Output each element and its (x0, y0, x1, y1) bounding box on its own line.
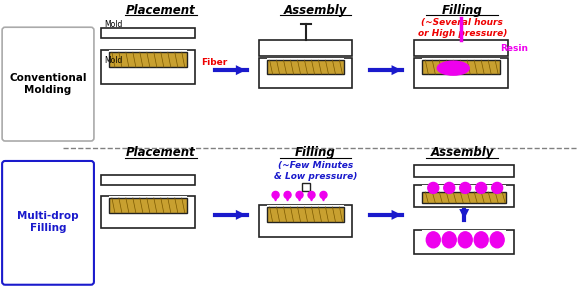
Text: Placement: Placement (126, 147, 195, 159)
Ellipse shape (443, 232, 456, 248)
Text: Mold: Mold (104, 20, 122, 29)
Bar (414, 185, 514, 207)
Ellipse shape (490, 232, 504, 248)
Circle shape (460, 182, 471, 193)
Polygon shape (297, 195, 302, 201)
Circle shape (428, 182, 439, 193)
Bar (259, 205, 353, 237)
Circle shape (444, 182, 455, 193)
FancyBboxPatch shape (2, 161, 94, 285)
Bar (267, 60, 345, 74)
Bar (101, 28, 195, 38)
Text: Assembly: Assembly (430, 147, 494, 159)
Text: Conventional
Molding: Conventional Molding (9, 73, 87, 95)
Bar (259, 58, 353, 88)
Bar (109, 52, 187, 67)
FancyBboxPatch shape (2, 27, 94, 141)
Polygon shape (309, 195, 314, 201)
Ellipse shape (474, 232, 488, 248)
Text: (~Several hours
or High pressure): (~Several hours or High pressure) (418, 18, 507, 38)
Text: Assembly: Assembly (284, 4, 347, 17)
Bar (101, 196, 195, 228)
Bar (109, 196, 187, 216)
Bar (267, 58, 345, 76)
Polygon shape (321, 195, 326, 201)
Polygon shape (273, 195, 278, 201)
Bar (414, 58, 508, 88)
Bar (422, 192, 506, 203)
Bar (422, 60, 500, 74)
Bar (267, 207, 345, 222)
Bar (414, 230, 514, 254)
Circle shape (492, 182, 503, 193)
Circle shape (296, 192, 303, 198)
Text: Filling: Filling (442, 4, 483, 17)
Bar (414, 165, 514, 177)
Ellipse shape (437, 61, 469, 75)
Text: Resin: Resin (500, 44, 528, 53)
Bar (259, 40, 353, 56)
Bar (414, 40, 508, 56)
Ellipse shape (426, 232, 440, 248)
Ellipse shape (458, 232, 472, 248)
Bar (109, 198, 187, 213)
Circle shape (476, 182, 487, 193)
Circle shape (320, 192, 327, 198)
Text: (~Few Minutes
& Low pressure): (~Few Minutes & Low pressure) (274, 161, 357, 181)
Bar (109, 50, 187, 72)
Bar (101, 175, 195, 185)
Circle shape (284, 192, 291, 198)
Circle shape (308, 192, 315, 198)
Text: Placement: Placement (126, 4, 195, 17)
Text: Mold: Mold (104, 56, 122, 65)
Bar (422, 230, 506, 250)
Bar (422, 185, 506, 203)
Bar (302, 183, 310, 191)
Bar (267, 205, 345, 225)
Text: Multi-drop
Filling: Multi-drop Filling (17, 211, 79, 233)
Text: Fiber: Fiber (201, 58, 227, 67)
Bar (101, 50, 195, 84)
Polygon shape (285, 195, 290, 201)
Bar (422, 58, 500, 76)
Circle shape (272, 192, 279, 198)
Text: Filling: Filling (295, 147, 336, 159)
